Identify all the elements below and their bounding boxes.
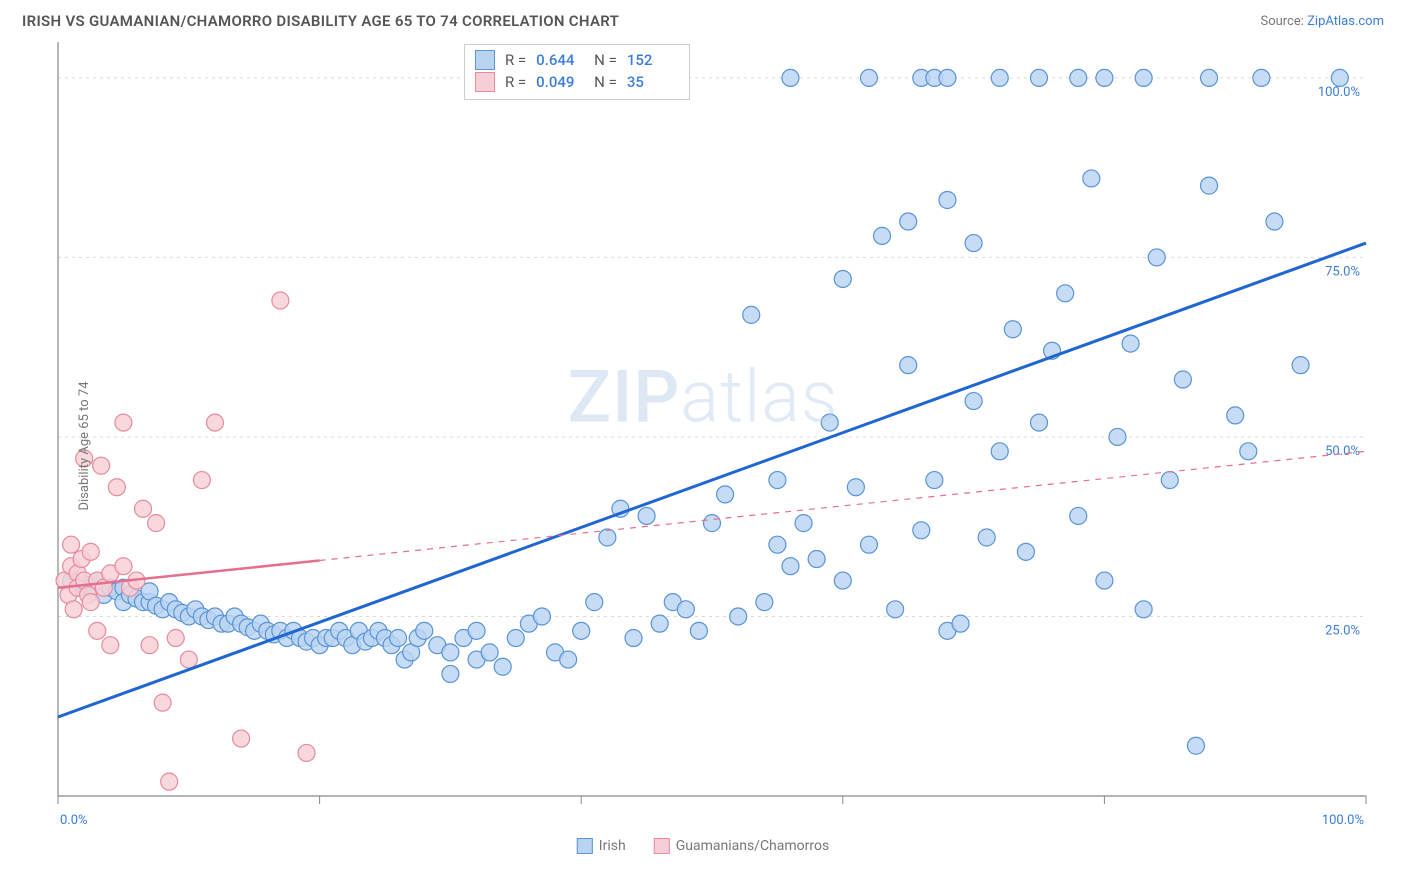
source-link[interactable]: ZipAtlas.com [1307, 14, 1384, 29]
n-value-irish: 152 [627, 51, 675, 69]
source-label: Source: ZipAtlas.com [1260, 14, 1384, 29]
legend-item-guamanian: Guamanians/Chamorros [654, 838, 830, 854]
stats-row-irish: R = 0.644 N = 152 [475, 49, 675, 71]
svg-text:100.0%: 100.0% [1318, 85, 1360, 100]
chart-title: IRISH VS GUAMANIAN/CHAMORRO DISABILITY A… [22, 12, 619, 30]
svg-text:75.0%: 75.0% [1325, 264, 1360, 279]
svg-text:0.0%: 0.0% [60, 813, 88, 828]
scatter-chart: 25.0% 50.0% 75.0% 100.0% 0.0% 100.0% [0, 36, 1406, 856]
header: IRISH VS GUAMANIAN/CHAMORRO DISABILITY A… [0, 0, 1406, 36]
chart-area: Disability Age 65 to 74 ZIPatlas 25.0%50… [0, 36, 1406, 856]
r-value-guamanian: 0.049 [536, 73, 584, 91]
stats-row-guamanian: R = 0.049 N = 35 [475, 71, 675, 93]
stats-swatch-irish [475, 50, 495, 70]
r-value-irish: 0.644 [536, 51, 584, 69]
legend-swatch-guamanian [654, 838, 670, 854]
legend-swatch-irish [577, 838, 593, 854]
stats-swatch-guamanian [475, 72, 495, 92]
svg-text:100.0%: 100.0% [1322, 813, 1364, 828]
svg-text:50.0%: 50.0% [1325, 444, 1360, 459]
legend: Irish Guamanians/Chamorros [577, 838, 829, 854]
y-axis-label: Disability Age 65 to 74 [77, 382, 92, 511]
svg-text:25.0%: 25.0% [1325, 623, 1360, 638]
correlation-stats-box: R = 0.644 N = 152 R = 0.049 N = 35 [464, 44, 690, 100]
n-value-guamanian: 35 [627, 73, 675, 91]
legend-item-irish: Irish [577, 838, 626, 854]
